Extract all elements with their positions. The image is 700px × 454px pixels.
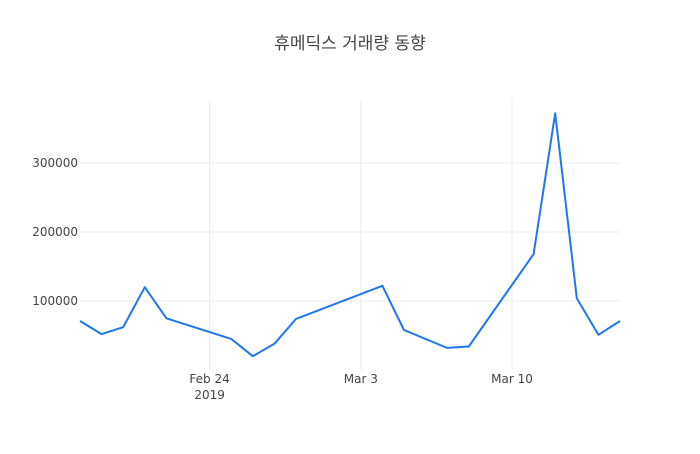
y-tick-label: 100000: [32, 294, 78, 308]
y-tick-label: 300000: [32, 156, 78, 170]
x-tick-label: Mar 10: [491, 372, 533, 386]
x-tick-year-label: 2019: [194, 388, 225, 402]
volume-line: [79, 112, 621, 358]
chart-title: 휴메딕스 거래량 동향: [274, 34, 426, 54]
x-tick-label: Feb 24: [189, 372, 229, 386]
y-tick-label: 200000: [32, 225, 78, 239]
x-tick-label: Mar 3: [344, 372, 378, 386]
